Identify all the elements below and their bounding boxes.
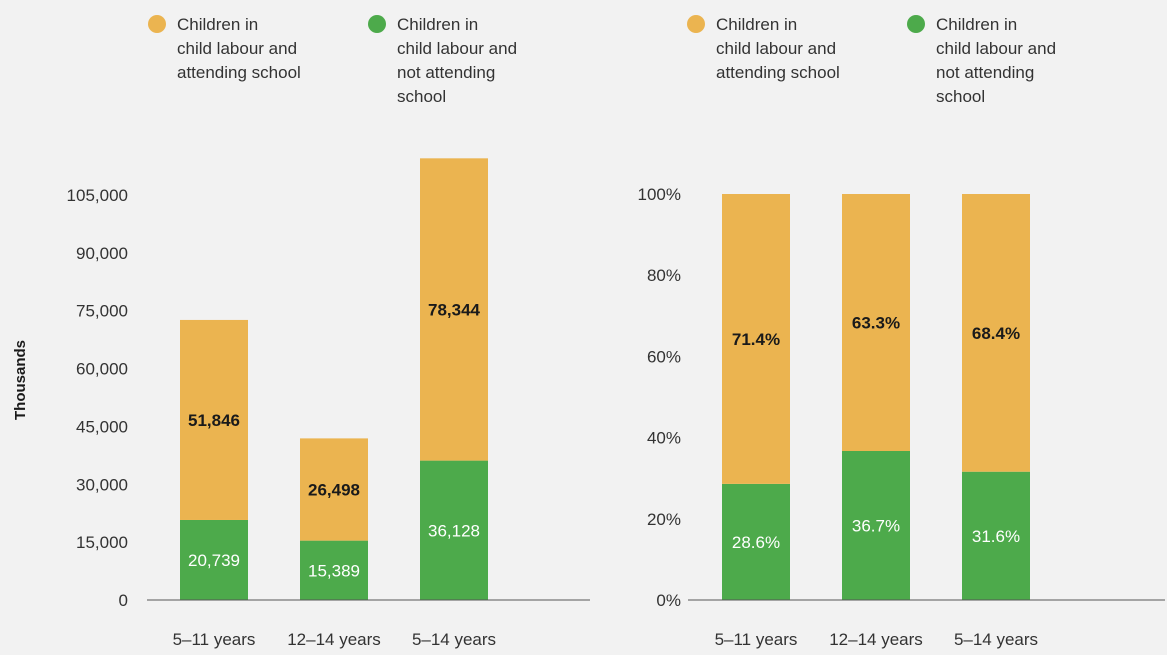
legend-label-line: attending school [177, 63, 301, 82]
x-category-label: 5–11 years [173, 630, 256, 649]
legend-swatch [687, 15, 705, 33]
bar-segment [722, 194, 790, 484]
bar-segment [420, 460, 488, 600]
y-tick-label: 30,000 [76, 475, 128, 494]
y-tick-label: 15,000 [76, 533, 128, 552]
legend-label-line: Children in [177, 15, 258, 34]
data-label: 15,389 [308, 561, 360, 580]
legend-label: Children in child labour and not attending… [936, 15, 1056, 106]
y-axis-title: Thousands [12, 340, 29, 420]
x-category-label: 5–14 years [954, 630, 1038, 649]
y-tick-label: 80% [647, 266, 681, 285]
x-category-label: 12–14 years [287, 630, 381, 649]
bar-segment [962, 194, 1030, 472]
legend-label-line: attending school [716, 63, 840, 82]
bar-segment [722, 483, 790, 600]
legend-label-line: school [397, 87, 446, 106]
y-tick-label: 60,000 [76, 360, 128, 379]
bar-segment [420, 158, 488, 461]
legend-swatch [907, 15, 925, 33]
y-tick-label: 90,000 [76, 244, 128, 263]
bar-segment [962, 471, 1030, 600]
y-tick-label: 60% [647, 347, 681, 366]
legend-label: Children in child labour and not attending… [397, 15, 517, 106]
legend-label-line: child labour and [397, 39, 517, 58]
data-label: 51,846 [188, 411, 240, 430]
legend-label-line: not attending [936, 63, 1034, 82]
legend-label-line: Children in [716, 15, 797, 34]
y-tick-label: 45,000 [76, 417, 128, 436]
legend-label-line: child labour and [936, 39, 1056, 58]
y-tick-label: 100% [638, 185, 681, 204]
legend-label-line: Children in [397, 15, 478, 34]
x-category-label: 5–14 years [412, 630, 496, 649]
data-label: 36,128 [428, 521, 480, 540]
data-label: 28.6% [732, 533, 780, 552]
bar-segment [842, 194, 910, 451]
bar-segment [180, 319, 248, 520]
data-label: 20,739 [188, 551, 240, 570]
data-label: 36.7% [852, 516, 900, 535]
legend-label-line: not attending [397, 63, 495, 82]
bar-segment [300, 540, 368, 600]
data-label: 31.6% [972, 527, 1020, 546]
legend-label-line: child labour and [177, 39, 297, 58]
data-label: 71.4% [732, 330, 780, 349]
legend-swatch [148, 15, 166, 33]
legend-label-line: child labour and [716, 39, 836, 58]
y-tick-label: 20% [647, 510, 681, 529]
y-tick-label: 0 [119, 591, 128, 610]
bar-segment [842, 450, 910, 600]
bar-segment [300, 438, 368, 541]
data-label: 78,344 [428, 300, 481, 319]
y-tick-label: 40% [647, 429, 681, 448]
data-label: 63.3% [852, 313, 900, 332]
absolute-values-chart: Children in child labour and attending sch… [12, 15, 590, 649]
percentage-share-chart: Children in child labour and attending sch… [638, 15, 1165, 649]
y-tick-label: 105,000 [67, 186, 128, 205]
legend-swatch [368, 15, 386, 33]
x-category-label: 12–14 years [829, 630, 923, 649]
data-label: 26,498 [308, 481, 360, 500]
x-category-label: 5–11 years [715, 630, 798, 649]
data-label: 68.4% [972, 324, 1020, 343]
y-tick-label: 0% [656, 591, 681, 610]
legend-label: Children in child labour and attending sch… [716, 15, 840, 82]
legend-label-line: Children in [936, 15, 1017, 34]
legend-label-line: school [936, 87, 985, 106]
bar-segment [180, 519, 248, 600]
y-tick-label: 75,000 [76, 302, 128, 321]
legend-label: Children in child labour and attending sch… [177, 15, 301, 82]
